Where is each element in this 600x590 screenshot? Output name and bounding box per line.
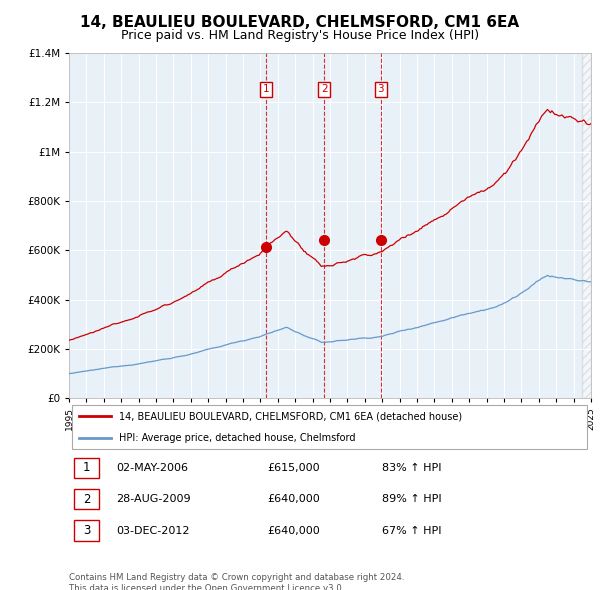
Text: 1: 1 [263,84,269,94]
Text: 83% ↑ HPI: 83% ↑ HPI [382,463,442,473]
FancyBboxPatch shape [74,458,99,478]
Text: HPI: Average price, detached house, Chelmsford: HPI: Average price, detached house, Chel… [119,433,355,443]
Text: 14, BEAULIEU BOULEVARD, CHELMSFORD, CM1 6EA (detached house): 14, BEAULIEU BOULEVARD, CHELMSFORD, CM1 … [119,411,462,421]
Text: 03-DEC-2012: 03-DEC-2012 [116,526,190,536]
Text: Contains HM Land Registry data © Crown copyright and database right 2024.
This d: Contains HM Land Registry data © Crown c… [69,573,404,590]
Text: 3: 3 [83,524,91,537]
Text: 67% ↑ HPI: 67% ↑ HPI [382,526,442,536]
Bar [582,53,591,398]
Text: 89% ↑ HPI: 89% ↑ HPI [382,494,442,504]
Text: 28-AUG-2009: 28-AUG-2009 [116,494,191,504]
Text: £640,000: £640,000 [268,526,320,536]
Text: £615,000: £615,000 [268,463,320,473]
Text: 2: 2 [321,84,328,94]
FancyBboxPatch shape [71,405,587,450]
FancyBboxPatch shape [74,520,99,540]
Text: 1: 1 [83,461,91,474]
Text: 14, BEAULIEU BOULEVARD, CHELMSFORD, CM1 6EA: 14, BEAULIEU BOULEVARD, CHELMSFORD, CM1 … [80,15,520,30]
Text: 2: 2 [83,493,91,506]
FancyBboxPatch shape [74,489,99,509]
Text: 3: 3 [377,84,384,94]
Text: £640,000: £640,000 [268,494,320,504]
Text: 02-MAY-2006: 02-MAY-2006 [116,463,188,473]
Text: Price paid vs. HM Land Registry's House Price Index (HPI): Price paid vs. HM Land Registry's House … [121,30,479,42]
